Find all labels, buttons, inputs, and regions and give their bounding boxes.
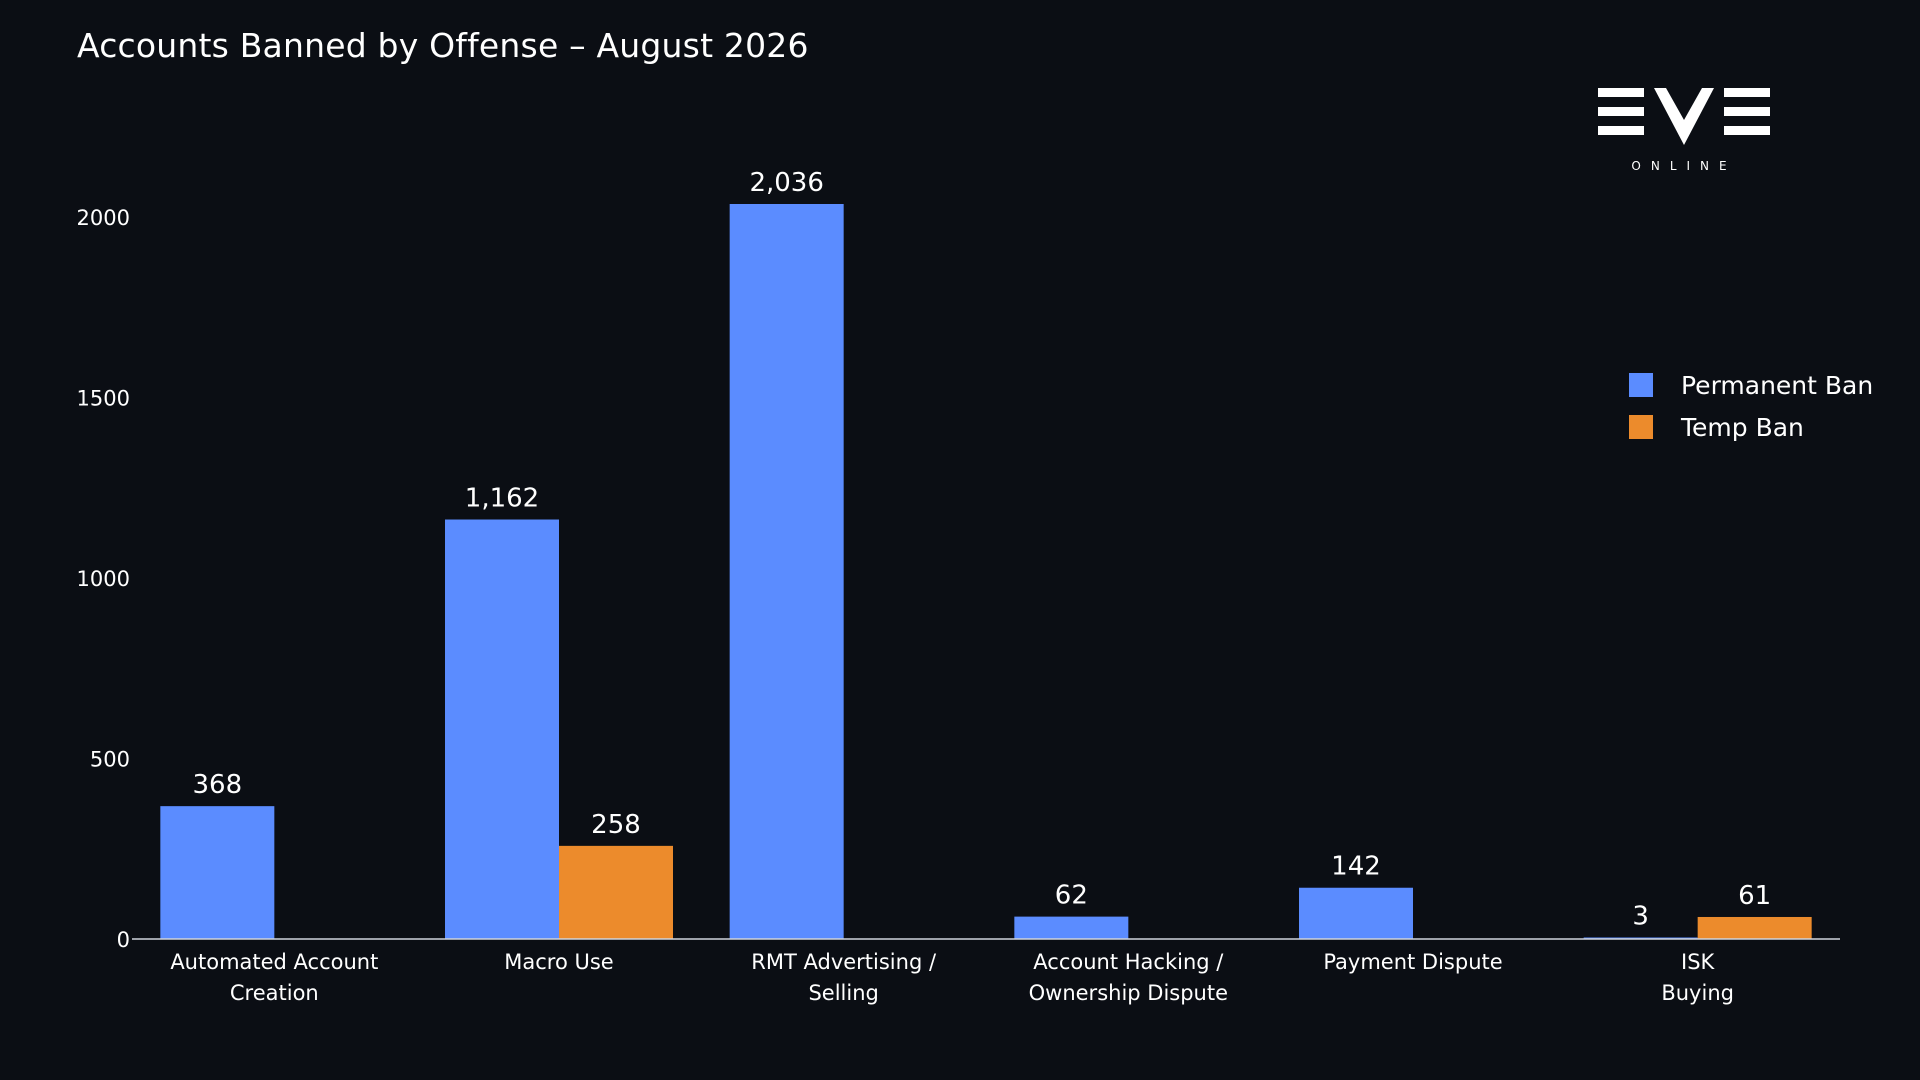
x-category-label: Automated Account	[170, 950, 378, 974]
logo-subtext: ONLINE	[1631, 159, 1736, 173]
y-tick-label: 0	[117, 928, 130, 952]
bar-value-label: 258	[591, 810, 641, 840]
bar-temp	[559, 845, 673, 939]
bar-permanent	[1299, 887, 1413, 939]
bar-permanent	[160, 806, 275, 939]
x-category-label: Account Hacking /	[1033, 950, 1224, 974]
x-category-label: ISK	[1681, 950, 1716, 974]
legend-label: Permanent Ban	[1681, 371, 1873, 400]
y-tick-label: 2000	[77, 206, 130, 230]
x-category-label: RMT Advertising /	[751, 950, 937, 974]
eve-wordmark-icon	[1598, 88, 1770, 145]
bar-value-label: 2,036	[749, 168, 823, 198]
bar-value-label: 1,162	[465, 484, 539, 514]
x-category-label: Selling	[808, 981, 878, 1005]
bar-value-label: 368	[193, 770, 243, 800]
x-axis: Automated Account Creation Macro Use RMT Ad…	[132, 938, 1840, 1005]
chart-title: Accounts Banned by Offense – August 2026	[77, 26, 809, 65]
bar-temp	[1697, 916, 1812, 939]
x-category-label: Payment Dispute	[1323, 950, 1502, 974]
eve-online-logo: ONLINE	[1598, 88, 1770, 173]
y-tick-label: 500	[90, 747, 130, 771]
bar-value-label: 61	[1738, 881, 1771, 911]
legend: Permanent Ban Temp Ban	[1629, 371, 1873, 442]
y-tick-label: 1000	[77, 567, 130, 591]
bar-permanent	[1014, 916, 1129, 939]
bar-permanent	[445, 519, 559, 939]
bar-value-label: 142	[1331, 852, 1381, 882]
legend-swatch	[1629, 373, 1653, 397]
y-axis: 0 500 1000 1500 2000	[77, 206, 130, 952]
bar-value-label: 3	[1632, 902, 1649, 932]
bar-permanent	[729, 204, 844, 939]
legend-swatch	[1629, 415, 1653, 439]
bar-value-label: 62	[1055, 881, 1088, 911]
bars	[160, 204, 1812, 939]
x-category-label: Macro Use	[504, 950, 613, 974]
x-category-label: Creation	[230, 981, 319, 1005]
x-category-label: Ownership Dispute	[1029, 981, 1228, 1005]
y-tick-label: 1500	[77, 386, 130, 410]
legend-label: Temp Ban	[1680, 413, 1804, 442]
x-category-label: Buying	[1661, 981, 1734, 1005]
value-labels: 368 1,162 258 2,036 62 142 3 61	[193, 168, 1772, 932]
